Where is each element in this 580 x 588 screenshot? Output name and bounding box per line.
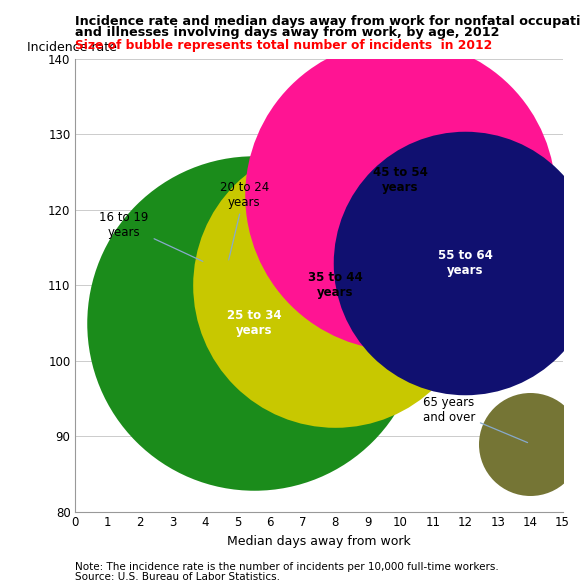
X-axis label: Median days away from work: Median days away from work [227,535,411,548]
Point [331,280,340,290]
Text: Incidence rate: Incidence rate [27,41,117,54]
Text: Size of bubble represents total number of incidents  in 2012: Size of bubble represents total number o… [75,39,492,52]
Text: Note: The incidence rate is the number of incidents per 10,000 full-time workers: Note: The incidence rate is the number o… [75,562,499,572]
Text: 55 to 64
years: 55 to 64 years [438,249,492,276]
Text: 16 to 19
years: 16 to 19 years [99,211,203,262]
Text: 45 to 54
years: 45 to 54 years [373,166,427,193]
Text: 65 years
and over: 65 years and over [423,396,528,443]
Text: 20 to 24
years: 20 to 24 years [220,181,269,260]
Text: 25 to 34
years: 25 to 34 years [227,309,281,337]
Text: and illnesses involving days away from work, by age, 2012: and illnesses involving days away from w… [75,26,500,39]
Point [249,318,259,328]
Point [461,258,470,268]
Text: 35 to 44
years: 35 to 44 years [308,271,362,299]
Text: Incidence rate and median days away from work for nonfatal occupational injuries: Incidence rate and median days away from… [75,15,580,28]
Point [525,439,535,448]
Point [223,258,233,268]
Point [201,258,210,268]
Text: Source: U.S. Bureau of Labor Statistics.: Source: U.S. Bureau of Labor Statistics. [75,572,280,582]
Point [396,190,405,199]
